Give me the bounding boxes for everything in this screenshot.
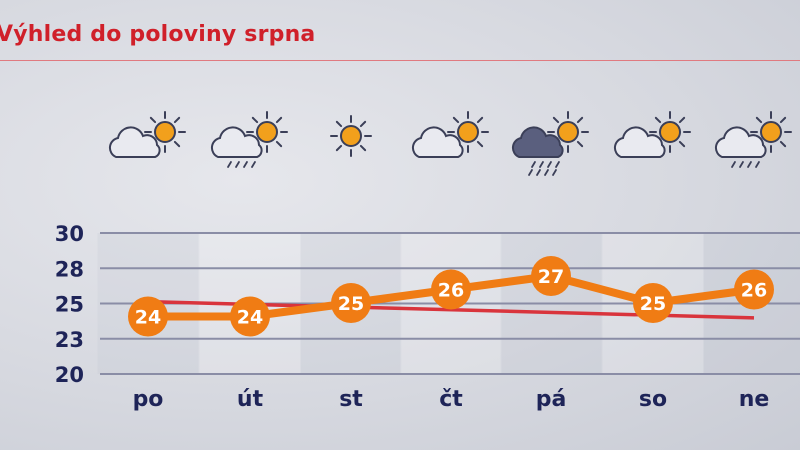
sun-ray bbox=[654, 116, 662, 124]
y-tick-label: 20 bbox=[55, 363, 84, 387]
data-point bbox=[331, 283, 371, 323]
sun-disc bbox=[557, 121, 579, 143]
x-tick-label: út bbox=[237, 387, 264, 412]
sun-ray bbox=[335, 120, 343, 128]
rain-drop bbox=[536, 169, 541, 176]
rain-drop bbox=[747, 161, 752, 168]
data-point bbox=[734, 269, 774, 310]
sun-ray bbox=[335, 144, 343, 152]
y-tick-label: 30 bbox=[55, 222, 84, 246]
sun-ray bbox=[678, 116, 686, 124]
y-tick-label: 23 bbox=[55, 328, 84, 352]
sun-disc bbox=[659, 121, 681, 143]
sun-disc bbox=[340, 125, 362, 147]
sun-ray bbox=[476, 140, 484, 148]
sun-disc bbox=[760, 121, 782, 143]
data-label: 26 bbox=[438, 280, 464, 302]
sun-ray bbox=[359, 120, 367, 128]
x-tick-label: pá bbox=[536, 387, 567, 412]
rain-drop bbox=[755, 161, 760, 168]
rain-drop bbox=[251, 161, 256, 168]
sun-ray bbox=[173, 140, 181, 148]
rain-drop bbox=[531, 161, 536, 168]
rain-drop bbox=[547, 161, 552, 168]
rain-drop bbox=[544, 169, 549, 176]
sun-icon bbox=[330, 115, 372, 157]
cloud-shape bbox=[108, 126, 161, 158]
sun-ray bbox=[552, 116, 560, 124]
partly-cloudy-drizzle-icon bbox=[714, 111, 792, 168]
sun-ray bbox=[275, 140, 283, 148]
cloud-shape bbox=[613, 126, 666, 158]
y-tick-label: 25 bbox=[55, 293, 84, 317]
partly-cloudy-drizzle-icon bbox=[210, 111, 288, 168]
rain-drop bbox=[227, 161, 232, 168]
data-label: 26 bbox=[741, 280, 767, 302]
sun-ray bbox=[452, 116, 460, 124]
title-divider bbox=[0, 60, 800, 61]
data-label: 25 bbox=[640, 293, 666, 315]
sun-ray bbox=[173, 116, 181, 124]
sun-ray bbox=[476, 116, 484, 124]
x-tick-label: ne bbox=[739, 387, 770, 412]
sun-disc bbox=[154, 121, 176, 143]
data-label: 24 bbox=[237, 307, 263, 329]
partly-cloudy-icon bbox=[613, 111, 691, 158]
cloud-shape bbox=[411, 126, 464, 158]
partly-cloudy-icon bbox=[108, 111, 186, 158]
data-point bbox=[230, 296, 270, 337]
sun-ray bbox=[251, 116, 259, 124]
cloud-shape bbox=[210, 126, 263, 158]
page-title: Výhled do poloviny srpna bbox=[0, 22, 316, 47]
sun-disc bbox=[256, 121, 278, 143]
sun-ray bbox=[359, 144, 367, 152]
cloud-shape bbox=[511, 126, 564, 158]
data-point bbox=[431, 269, 471, 310]
x-tick-label: st bbox=[339, 387, 363, 412]
x-tick-label: čt bbox=[439, 387, 463, 412]
sun-ray bbox=[755, 116, 763, 124]
sun-ray bbox=[779, 140, 787, 148]
sun-ray bbox=[678, 140, 686, 148]
rain-drop bbox=[235, 161, 240, 168]
data-label: 25 bbox=[338, 293, 364, 315]
x-tick-label: so bbox=[639, 387, 667, 412]
y-tick-label: 28 bbox=[55, 257, 84, 281]
cloud-shape bbox=[714, 126, 767, 158]
data-point bbox=[128, 296, 168, 337]
rain-cloud-sun-icon bbox=[511, 111, 589, 176]
data-point bbox=[633, 283, 673, 323]
sun-ray bbox=[576, 140, 584, 148]
rain-drop bbox=[528, 169, 533, 176]
rain-drop bbox=[552, 169, 557, 176]
data-label: 24 bbox=[135, 307, 161, 329]
rain-drop bbox=[243, 161, 248, 168]
rain-drop bbox=[539, 161, 544, 168]
sun-disc bbox=[457, 121, 479, 143]
x-tick-label: po bbox=[133, 387, 164, 412]
sun-ray bbox=[275, 116, 283, 124]
sun-ray bbox=[779, 116, 787, 124]
rain-drop bbox=[555, 161, 560, 168]
data-point bbox=[531, 256, 571, 296]
rain-drop bbox=[731, 161, 736, 168]
sun-ray bbox=[149, 116, 157, 124]
data-label: 27 bbox=[538, 266, 564, 288]
sun-ray bbox=[576, 116, 584, 124]
rain-drop bbox=[739, 161, 744, 168]
partly-cloudy-icon bbox=[411, 111, 489, 158]
